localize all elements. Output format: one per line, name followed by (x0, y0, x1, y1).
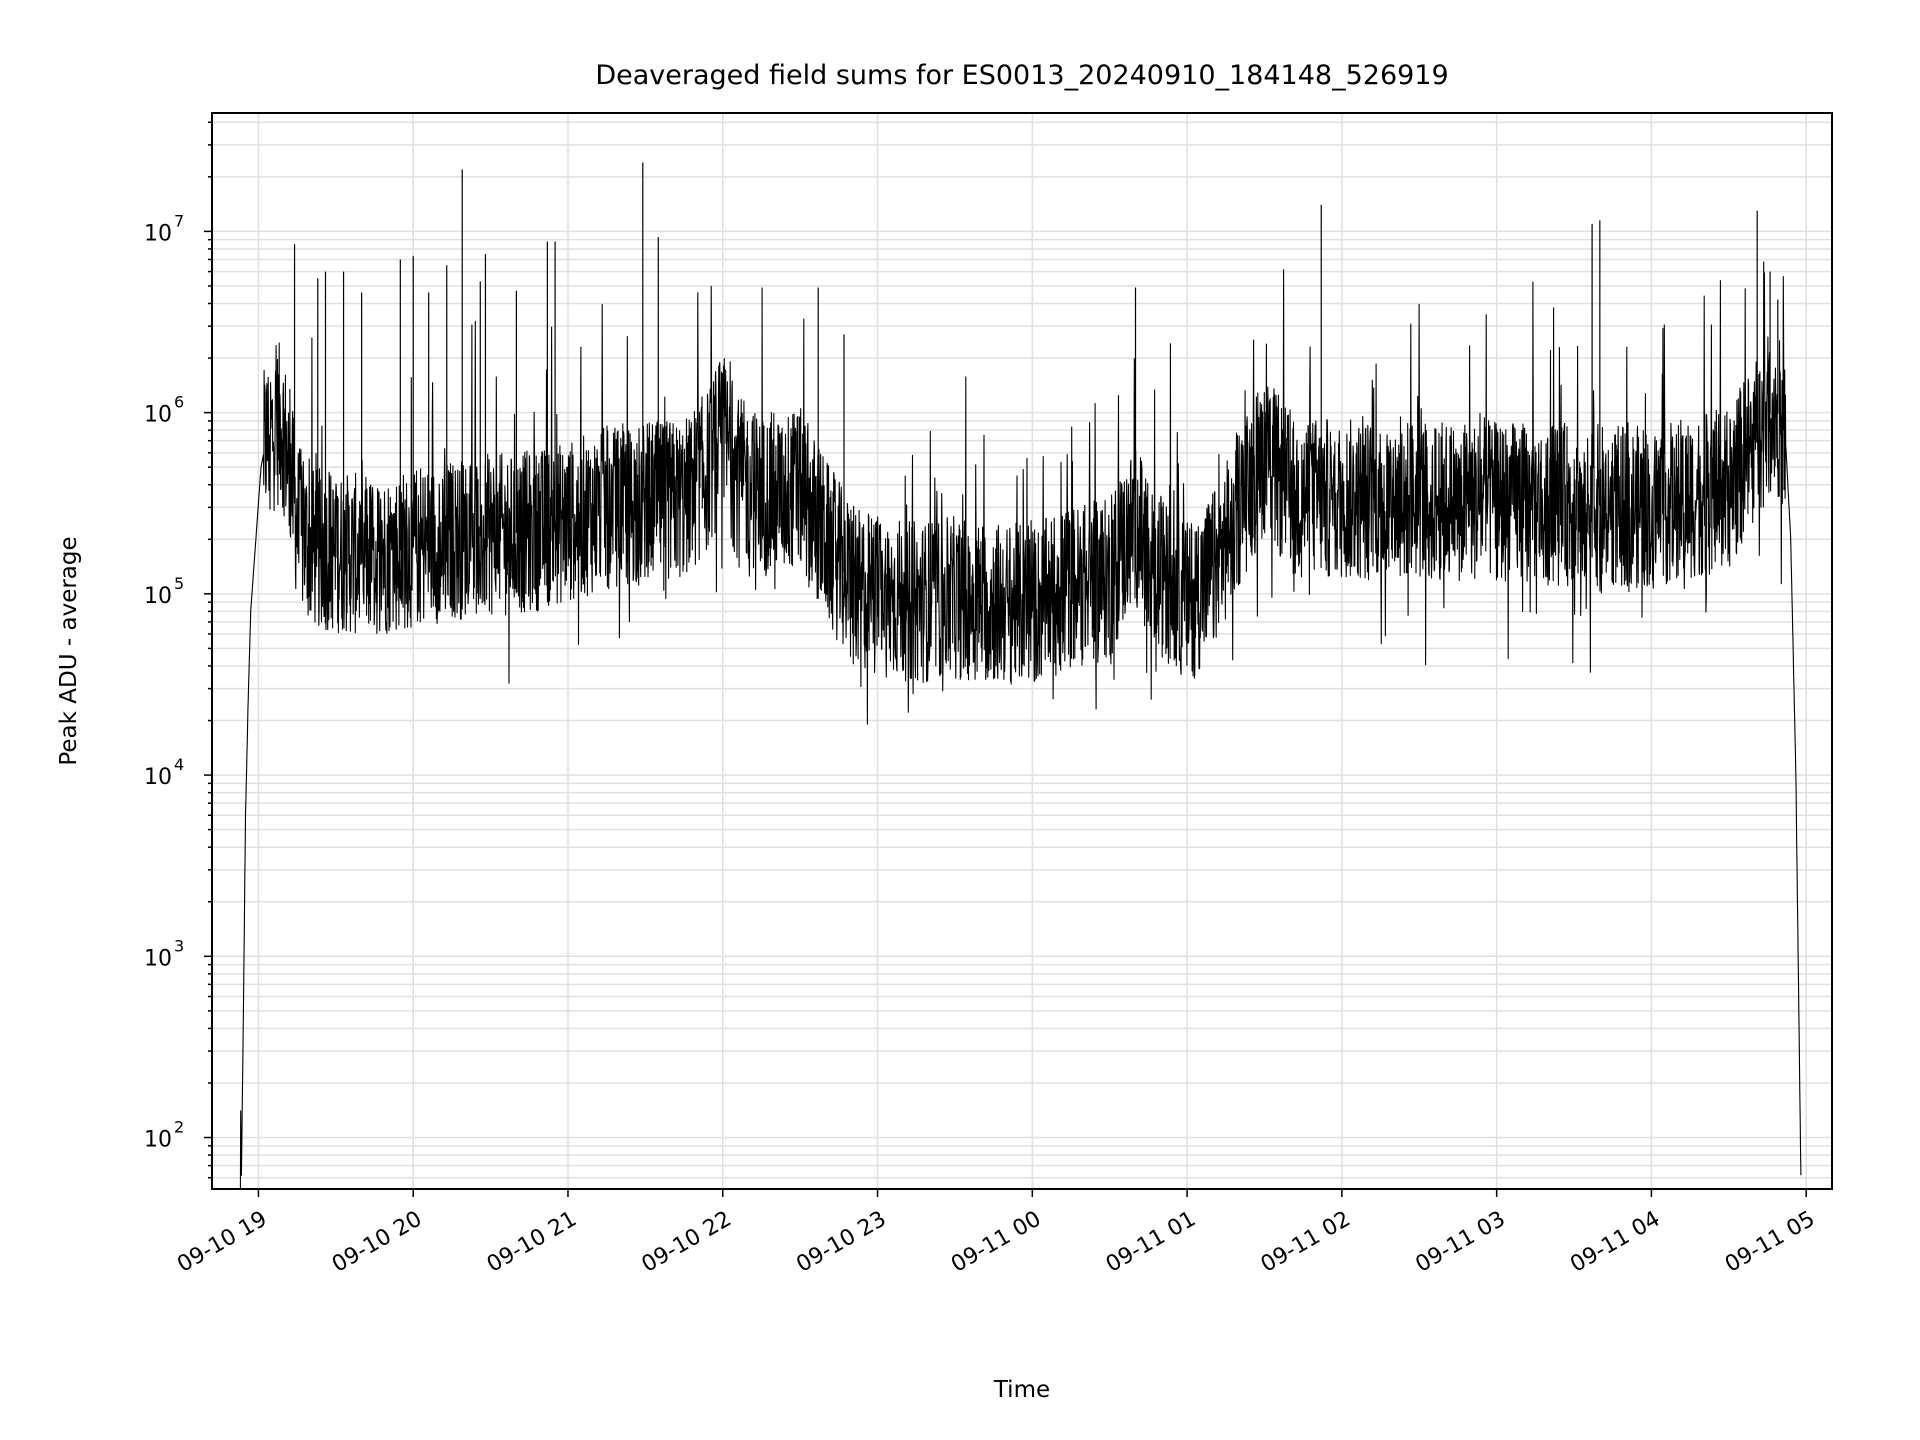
y-tick-exponent: 2 (174, 1118, 184, 1137)
y-tick-label: 10 (144, 946, 172, 971)
chart-title: Deaveraged field sums for ES0013_2024091… (595, 60, 1448, 91)
y-tick-label: 10 (144, 765, 172, 790)
y-tick-label: 10 (144, 403, 172, 428)
y-tick-exponent: 7 (174, 211, 184, 230)
series (239, 162, 1802, 1190)
y-tick-exponent: 4 (174, 755, 184, 774)
y-tick-exponent: 3 (174, 936, 184, 955)
plot-frame (211, 112, 1833, 1190)
y-tick-exponent: 5 (174, 574, 184, 593)
y-tick-label: 10 (144, 221, 172, 246)
y-tick-exponent: 6 (174, 393, 184, 412)
series-line (239, 261, 1802, 1190)
y-tick-label: 10 (144, 584, 172, 609)
x-axis-label: Time (993, 1377, 1050, 1403)
y-tick-label: 10 (144, 1128, 172, 1153)
y-axis-label: Peak ADU - average (56, 536, 82, 765)
